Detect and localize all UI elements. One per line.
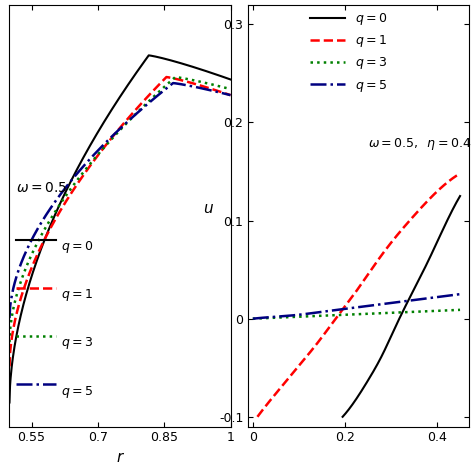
Legend: $q = 0$, $q = 1$, $q = 3$, $q = 5$: $q = 0$, $q = 1$, $q = 3$, $q = 5$	[310, 11, 387, 94]
Text: $\omega = 0.5,\;\; \eta = 0.4$: $\omega = 0.5,\;\; \eta = 0.4$	[368, 136, 471, 152]
Text: $q = 1$: $q = 1$	[61, 287, 93, 303]
Text: $q = 0$: $q = 0$	[61, 239, 93, 255]
Text: $q = 5$: $q = 5$	[61, 383, 93, 400]
X-axis label: r: r	[117, 450, 123, 465]
Y-axis label: u: u	[203, 201, 213, 216]
Text: $\omega = 0.5$: $\omega = 0.5$	[16, 181, 68, 194]
Text: $q = 3$: $q = 3$	[61, 336, 93, 351]
